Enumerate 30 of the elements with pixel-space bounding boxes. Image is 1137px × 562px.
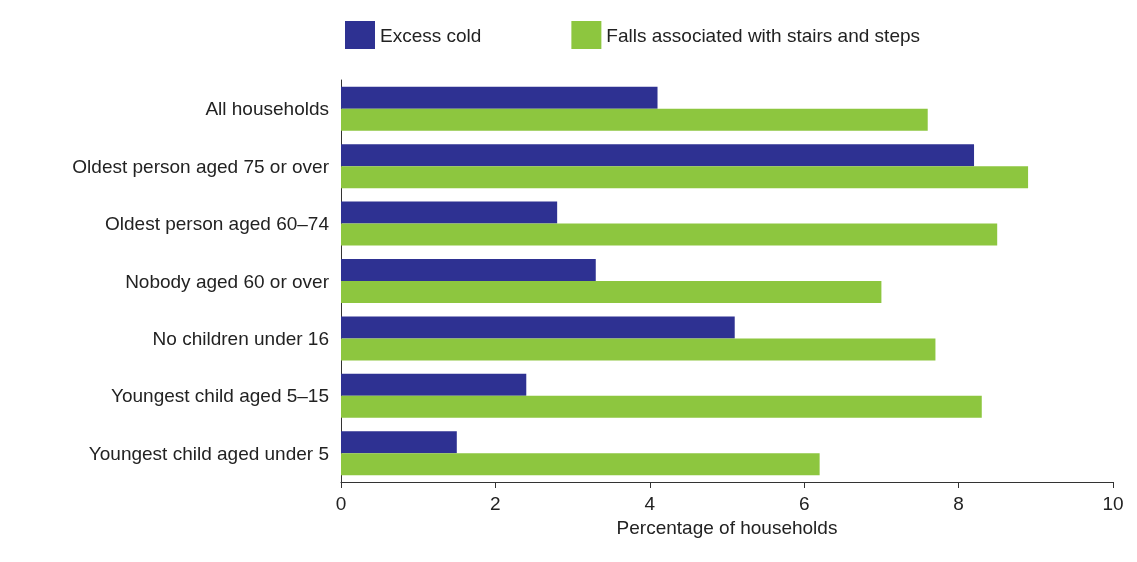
bar [341,431,457,454]
bar [341,453,820,476]
y-tick-label: Youngest child aged under 5 [88,442,329,464]
bar [341,108,928,131]
y-tick-label: No children under 16 [152,327,329,349]
bar [341,373,527,396]
bar [341,201,558,224]
legend-label: Excess cold [380,24,482,46]
bar [341,259,596,281]
x-tick-label: 8 [953,493,964,514]
legend-label: Falls associated with stairs and steps [606,24,921,46]
x-axis-title: Percentage of households [616,516,838,538]
bar [341,86,658,109]
bar [341,281,882,303]
bar [341,144,975,167]
bar [341,316,735,339]
bar [341,166,1029,189]
x-tick-label: 2 [490,493,501,514]
y-tick-label: Oldest person aged 75 or over [72,155,330,177]
bar [341,338,936,361]
x-tick-label: 6 [798,493,810,514]
y-tick-label: Nobody aged 60 or over [125,270,330,292]
bar [341,395,982,418]
y-tick-label: Oldest person aged 60–74 [105,213,330,235]
x-tick-label: 0 [335,493,347,514]
bar [341,223,998,246]
y-tick-label: Youngest child aged 5–15 [111,385,329,407]
y-tick-label: All households [205,98,329,120]
x-tick-label: 4 [644,493,656,514]
x-tick-label: 10 [1102,493,1124,514]
